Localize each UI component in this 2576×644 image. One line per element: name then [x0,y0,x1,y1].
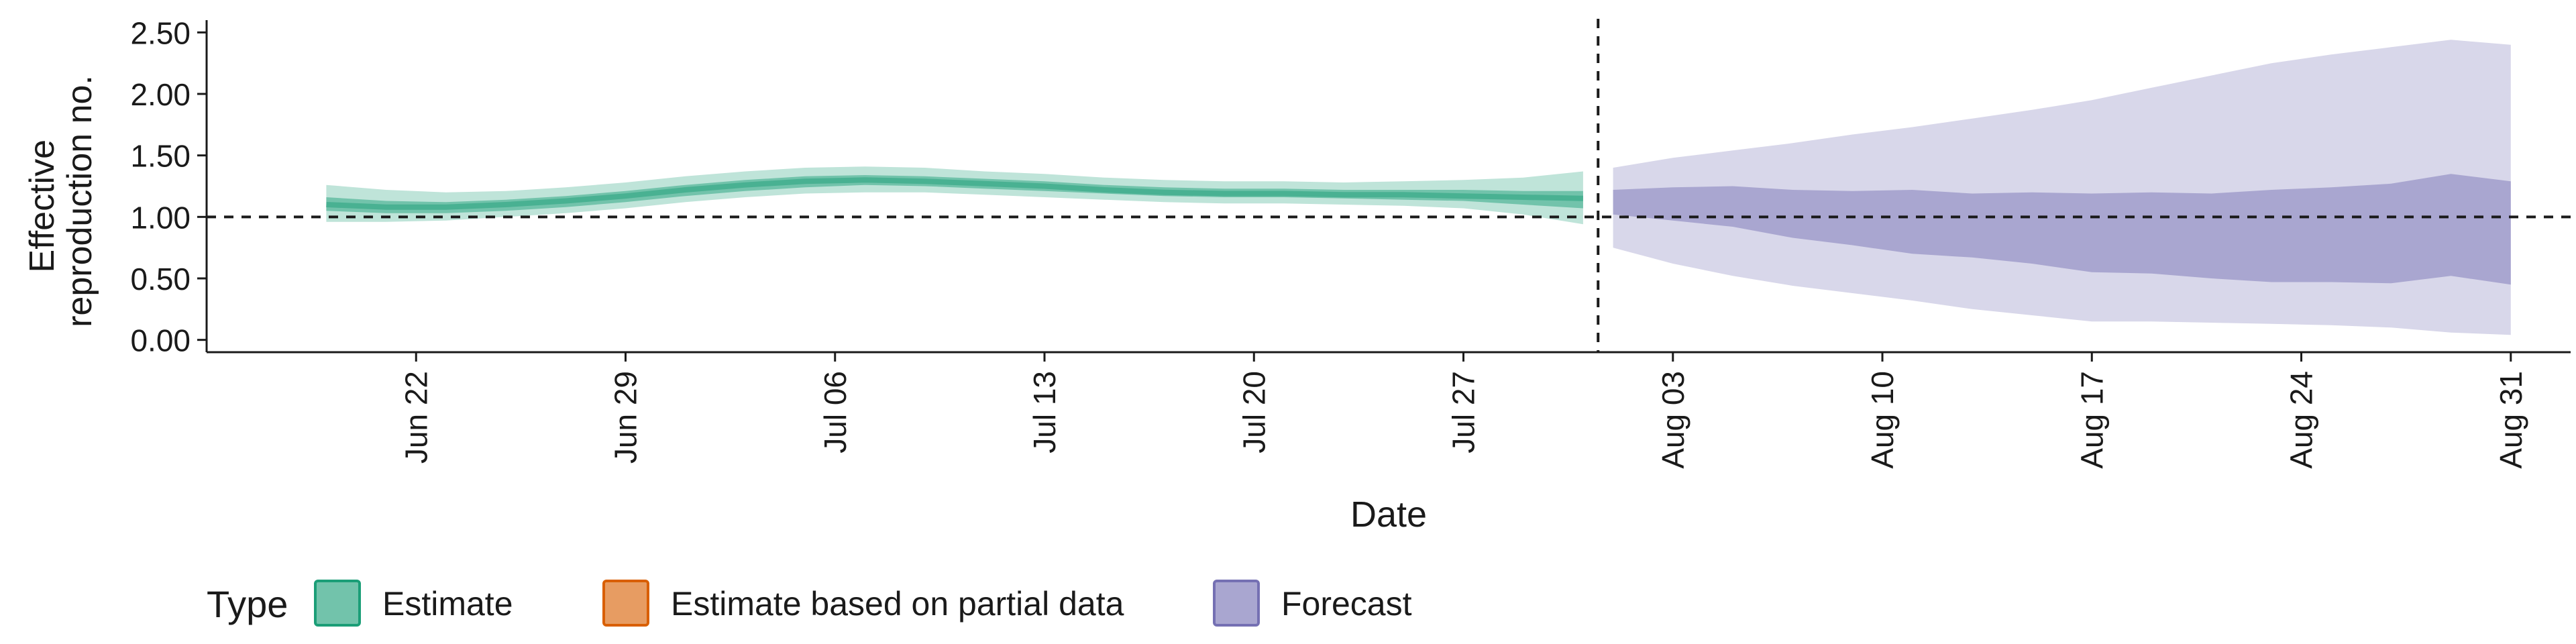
x-tick-label: Jul 27 [1446,371,1481,453]
legend-label-estimate-based-on-partial-data: Estimate based on partial data [671,585,1124,623]
lines-layer [207,19,2571,352]
y-ticks: 0.00 0.50 1.00 1.50 2.00 2.50 [130,15,207,358]
y-tick-label: 2.00 [130,77,191,112]
y-axis-label-line-1: Effective [23,140,62,272]
legend-swatch-forecast [1213,580,1260,627]
legend-title: Type [207,583,288,625]
x-ticks: Jun 22 Jun 29 Jul 06 Jul 13 Jul 20 Jul 27 Aug … [398,352,2528,469]
y-tick-label: 0.50 [130,262,191,297]
x-tick-label: Aug 03 [1656,371,1690,469]
y-axis-label-line-2: reproduction no. [60,75,99,327]
legend-swatch-estimate-based-on-partial-data [602,580,649,627]
legend-label-estimate: Estimate [382,585,513,623]
y-tick-label: 1.00 [130,200,191,235]
y-tick-label: 1.50 [130,139,191,174]
x-tick-label: Aug 17 [2074,371,2109,469]
legend-label-forecast: Forecast [1281,585,1412,623]
legend-swatch-estimate [314,580,361,627]
legend-items: Estimate Estimate based on partial data Fo… [314,580,1412,627]
y-tick-label: 2.50 [130,15,191,50]
forecast-band-50 [1613,174,2511,285]
x-tick-label: Jul 13 [1027,371,1062,453]
x-axis-label: Date [1350,494,1427,535]
x-tick-label: Jul 20 [1236,371,1271,453]
estimate-band-90 [326,166,1583,225]
bands-layer [326,40,2511,335]
x-tick-label: Jun 22 [398,371,433,464]
x-tick-label: Aug 10 [1865,371,1900,469]
legend: Type Estimate Estimate based on partial d… [207,580,1412,627]
x-tick-label: Jul 06 [818,371,853,453]
x-tick-label: Aug 24 [2284,371,2319,469]
x-tick-label: Jun 29 [608,371,643,464]
y-axis-label: Effective reproduction no. [23,75,99,327]
x-tick-label: Aug 31 [2493,371,2528,469]
y-tick-label: 0.00 [130,323,191,358]
estimate-median-line [326,177,1583,210]
